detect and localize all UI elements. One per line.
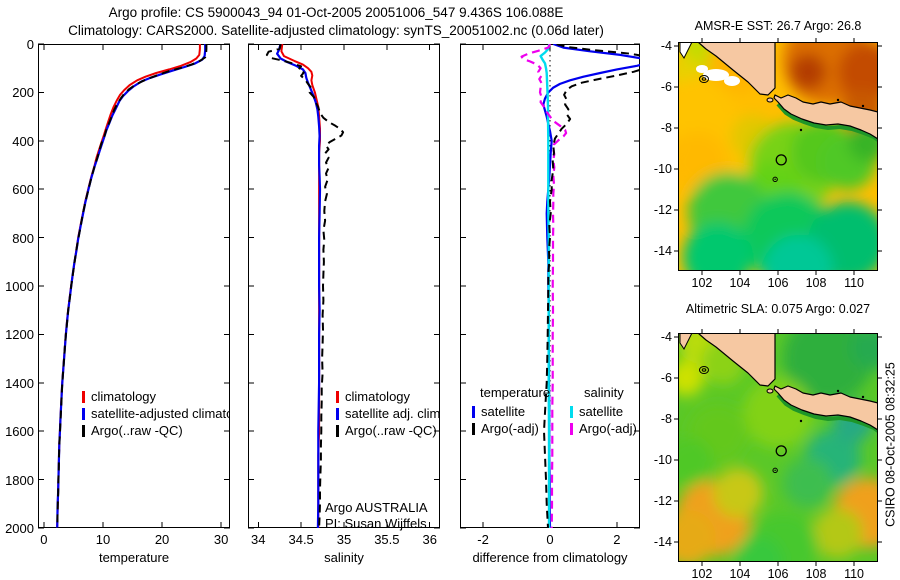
sla-lat-tick: -12 [653,494,672,509]
program-label: Argo AUSTRALIA [325,500,428,515]
depth-ytick: 800 [12,230,34,246]
legend-swatch [472,423,475,435]
salinity-xtick: 35.5 [374,532,400,547]
depth-ytick: 0 [26,37,34,52]
difference-xtick: -2 [477,532,489,547]
sla-lat-tick: -10 [653,453,672,468]
series-salinity-satellite [539,44,551,528]
depth-ytick: 200 [12,85,34,101]
sst-lat-tick: -12 [653,203,672,218]
sst-map-title: AMSR-E SST: 26.7 Argo: 26.8 [694,19,862,33]
temperature-xtick: 30 [213,532,229,547]
sst-lon-tick: 106 [767,276,789,290]
java-landmass [773,94,878,140]
temperature-axis-label: temperature [98,550,170,565]
series-climatology [56,44,201,528]
legend-item: Argo(-adj) [570,421,637,436]
legend-item: satellite [472,404,525,419]
legend-swatch [570,406,573,418]
sst-lat-tick: -14 [653,244,672,259]
temperature-xtick: 0 [40,532,48,547]
depth-ytick: 1000 [5,279,34,294]
sla-lat-tick: -6 [660,371,672,386]
sst-lon-tick: 108 [805,276,827,290]
sst-lon-tick: 110 [844,276,864,290]
sst-lon-tick: 102 [691,276,713,290]
difference-axis-label: difference from climatology [472,550,628,565]
depth-ytick: 1400 [5,375,34,391]
difference-plot-canvas [460,43,640,529]
salinity-axis-label: salinity [324,550,364,565]
legend-swatch [570,423,573,435]
sst-lon-tick: 104 [729,276,751,290]
sumatra-landmass [697,333,776,387]
temperature-xtick: 20 [154,532,170,547]
legend-header-temperature: temperature [480,385,551,400]
argo-float-marker [775,445,787,457]
temperature-xtick: 10 [95,532,111,547]
salinity-xtick: 35 [336,532,352,547]
sla-map-canvas [674,329,882,566]
page-title: Argo profile: CS 5900043_94 01-Oct-2005 … [108,5,564,20]
sla-lon-tick: 108 [805,567,827,580]
depth-ytick: 600 [12,182,34,198]
depth-ytick: 1800 [5,472,34,488]
sla-lon-tick: 104 [729,567,751,580]
sst-lat-tick: -4 [660,39,672,54]
difference-xtick: 0 [546,532,554,547]
depth-ytick: 1600 [5,424,34,440]
legend-item: satellite [570,404,623,419]
depth-ytick: 400 [12,133,34,149]
salinity-xtick: 36 [422,532,437,547]
sst-lat-tick: -10 [653,162,672,177]
series-climatology [280,44,321,528]
series-temperature-argo [543,44,640,528]
legend-item: Argo(-adj) [472,421,539,436]
salinity-xtick: 34.5 [288,532,314,547]
depth-ytick: 1200 [5,327,34,343]
sumatra-landmass [697,42,776,96]
series-salinity-argo [520,44,568,528]
series-satellite-adjusted-climatology [56,44,207,528]
series-argo-raw [56,44,208,528]
series-satellite-adj-clim- [276,44,322,528]
csiro-timestamp: CSIRO 08-Oct-2005 08:32:25 [883,362,898,527]
legend-swatch [472,406,475,418]
sst-lat-tick: -6 [660,80,672,95]
series-argo-raw [265,44,345,528]
difference-xtick: 2 [613,532,621,547]
sla-lat-tick: -4 [660,330,672,345]
java-landmass [773,385,878,431]
sst-map-canvas [674,38,882,275]
temperature-plot-canvas [38,43,230,529]
argo-float-marker [775,154,787,166]
salinity-xtick: 34 [251,532,266,547]
legend-header-salinity: salinity [584,385,624,400]
sla-map-title: Altimetric SLA: 0.075 Argo: 0.027 [685,302,871,316]
sla-lon-tick: 110 [844,567,864,580]
sla-lat-tick: -8 [660,412,672,427]
sst-lat-tick: -8 [660,121,672,136]
sla-lat-tick: -14 [653,535,672,550]
sla-lon-tick: 106 [767,567,789,580]
sla-lon-tick: 102 [691,567,713,580]
page-subtitle: Climatology: CARS2000. Satellite-adjuste… [68,23,604,38]
salinity-plot-canvas [248,43,440,529]
depth-ytick: 2000 [5,521,34,536]
